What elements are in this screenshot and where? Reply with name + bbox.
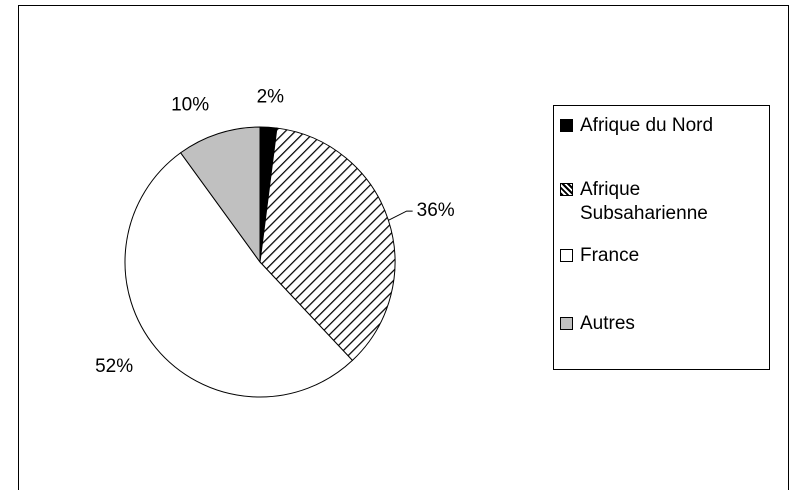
- leader-line: [388, 210, 413, 221]
- chart-frame: [18, 5, 789, 490]
- legend-label: France: [580, 245, 640, 266]
- legend-swatch: [560, 317, 573, 330]
- pie-slice: [124, 152, 354, 398]
- pie-slice: [259, 127, 396, 362]
- legend-item: Autres: [560, 312, 755, 336]
- data-label: 2%: [257, 87, 285, 108]
- legend-label: Afrique Subsaharienne: [580, 179, 708, 224]
- legend: Afrique du Nord Afrique Subsaharienne Fran…: [553, 105, 770, 370]
- legend-item: Afrique du Nord: [560, 114, 755, 138]
- pie-slice: [179, 126, 261, 264]
- legend-swatch: [560, 183, 573, 196]
- legend-item: Afrique Subsaharienne: [560, 178, 755, 226]
- data-label: 52%: [95, 356, 133, 377]
- legend-swatch: [560, 119, 573, 132]
- legend-label: Afrique du Nord: [580, 115, 714, 136]
- legend-swatch: [560, 249, 573, 262]
- legend-label: Autres: [580, 313, 635, 334]
- legend-item: France: [560, 244, 755, 268]
- data-label: 10%: [171, 94, 209, 115]
- data-label: 36%: [417, 200, 455, 221]
